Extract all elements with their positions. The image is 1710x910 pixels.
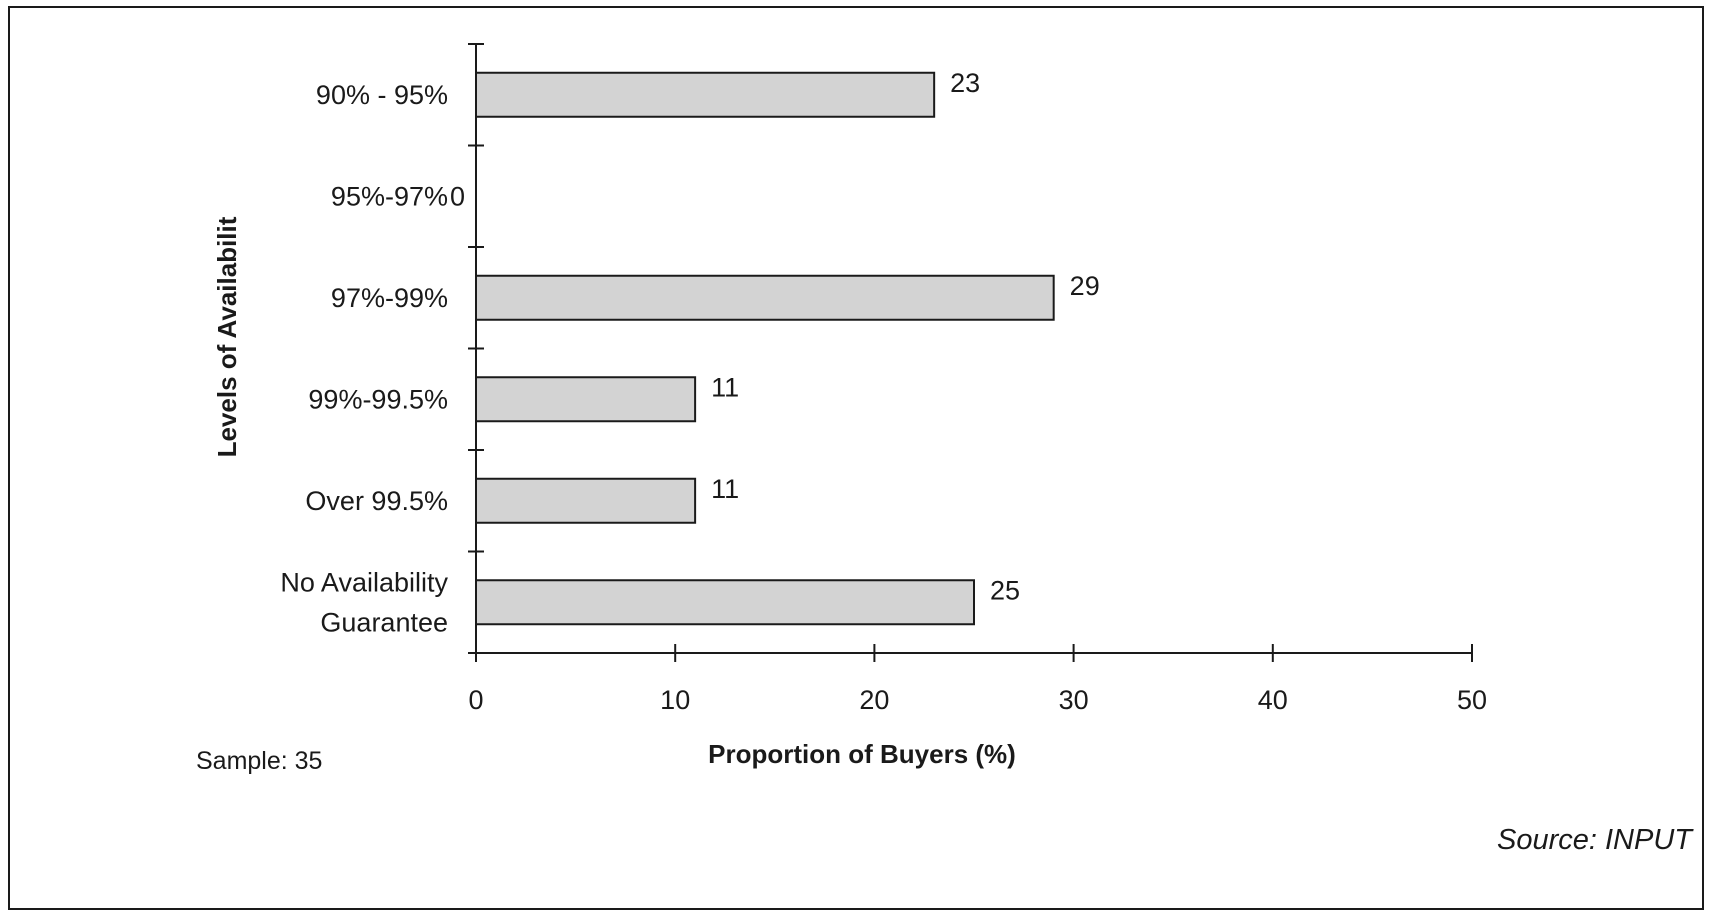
category-label: 99%-99.5% — [308, 384, 448, 414]
category-label: 97%-99% — [331, 283, 448, 313]
x-tick-label: 0 — [468, 685, 483, 715]
category-label: Over 99.5% — [305, 486, 448, 516]
bar-5 — [475, 579, 975, 626]
x-tick-label: 50 — [1457, 685, 1487, 715]
bar-0 — [475, 71, 936, 118]
y-axis-title: Levels of Availabilit — [212, 216, 242, 457]
bar-4 — [475, 477, 697, 524]
source-note: Source: INPUT — [1497, 824, 1694, 856]
data-label: 29 — [1070, 271, 1100, 301]
bars-layer — [475, 71, 1055, 626]
bar-3 — [475, 376, 697, 423]
x-tick-label: 10 — [660, 685, 690, 715]
data-label: 11 — [711, 474, 739, 504]
x-tick-label: 40 — [1258, 685, 1288, 715]
chart-frame — [8, 6, 1704, 910]
x-tick-label: 30 — [1059, 685, 1089, 715]
data-label: 0 — [450, 181, 465, 211]
category-label: 95%-97% — [331, 181, 448, 211]
data-label: 23 — [950, 68, 980, 98]
category-label: 90% - 95% — [316, 80, 448, 110]
sample-note: Sample: 35 — [196, 747, 322, 775]
x-axis-title: Proportion of Buyers (%) — [708, 739, 1016, 769]
data-label: 11 — [711, 372, 739, 402]
bar-2 — [475, 274, 1055, 321]
x-tick-label: 20 — [859, 685, 889, 715]
data-label: 25 — [990, 575, 1020, 605]
category-label: No Availability Guarantee — [280, 567, 448, 637]
axes-layer — [468, 43, 1473, 662]
